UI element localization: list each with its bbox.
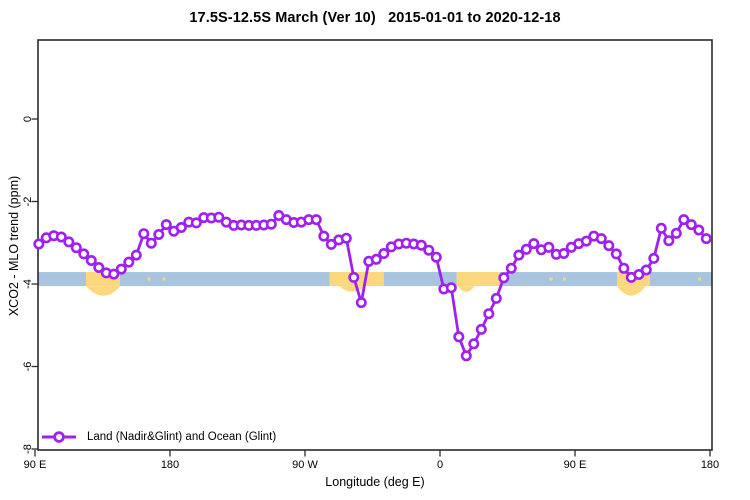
band-segment-blue: [383, 272, 457, 287]
data-point-marker: [370, 253, 382, 265]
data-point-marker: [663, 235, 675, 247]
band-bump: [339, 286, 365, 292]
x-tick-label: 90 W: [292, 459, 318, 471]
data-point-marker: [78, 248, 90, 260]
y-tick-label: -2: [22, 197, 34, 207]
y-tick-label: -6: [22, 362, 34, 372]
data-point-marker: [378, 248, 390, 260]
data-point-marker: [678, 214, 690, 226]
data-point-marker: [460, 350, 472, 362]
data-point-marker: [213, 211, 225, 223]
data-point-marker: [33, 238, 45, 250]
band-speck: [563, 277, 566, 281]
data-point-marker: [468, 338, 480, 350]
data-point-marker: [685, 219, 697, 231]
band-bump: [617, 286, 646, 296]
data-point-marker: [445, 282, 457, 294]
data-point-marker: [595, 233, 607, 245]
data-point-marker: [490, 292, 502, 304]
band-segment-yellow: [456, 272, 500, 287]
data-point-marker: [505, 262, 517, 274]
data-point-marker: [190, 217, 202, 229]
data-point-marker: [655, 222, 667, 234]
data-point-marker: [348, 271, 360, 283]
data-point-marker: [618, 262, 630, 274]
data-point-marker: [700, 233, 712, 245]
y-tick-label: 0: [22, 116, 34, 122]
chart-title: 17.5S-12.5S March (Ver 10) 2015-01-01 to…: [189, 10, 561, 26]
data-point-marker: [603, 240, 615, 252]
data-point-marker: [85, 254, 97, 266]
data-point-marker: [453, 331, 465, 343]
data-point-marker: [63, 236, 75, 248]
data-point-marker: [145, 237, 157, 249]
data-point-marker: [160, 219, 172, 231]
data-point-marker: [340, 232, 352, 244]
band-segment-blue: [500, 272, 617, 287]
legend-label: Land (Nadir&Glint) and Ocean (Glint): [87, 431, 277, 443]
data-point-marker: [415, 239, 427, 251]
x-tick-label: 0: [437, 459, 443, 471]
data-point-marker: [55, 231, 67, 243]
data-point-marker: [693, 224, 705, 236]
data-point-marker: [310, 214, 322, 226]
data-point-marker: [175, 222, 187, 234]
legend-marker-icon: [42, 431, 76, 443]
data-point-marker: [130, 249, 142, 261]
x-tick-label: 180: [701, 459, 719, 471]
y-tick-label: -8: [22, 444, 34, 454]
band-speck: [162, 277, 166, 281]
data-point-marker: [640, 264, 652, 276]
data-point-marker: [108, 268, 120, 280]
data-point-marker: [355, 297, 367, 309]
data-point-marker: [543, 241, 555, 253]
x-tick-label: 90 E: [24, 459, 47, 471]
data-point-marker: [138, 228, 150, 240]
data-point-marker: [528, 238, 540, 250]
y-tick-label: -4: [22, 279, 34, 289]
data-point-marker: [558, 248, 570, 260]
data-point-marker: [520, 243, 532, 255]
data-point-marker: [430, 251, 442, 263]
data-point-marker: [483, 308, 495, 320]
band-speck: [549, 277, 553, 281]
x-axis-label: Longitude (deg E): [325, 475, 425, 489]
data-point-marker: [648, 252, 660, 264]
band-bump: [458, 286, 475, 292]
data-point-marker: [475, 323, 487, 335]
data-point-marker: [70, 242, 82, 254]
data-point-marker: [498, 272, 510, 284]
data-point-marker: [633, 268, 645, 280]
band-segment-blue: [38, 272, 86, 287]
data-point-marker: [318, 230, 330, 242]
band-bump: [86, 286, 121, 296]
x-tick-label: 180: [161, 459, 179, 471]
data-point-marker: [423, 244, 435, 256]
data-point-marker: [153, 229, 165, 241]
data-point-marker: [610, 248, 622, 260]
band-speck: [147, 277, 151, 281]
data-point-marker: [580, 235, 592, 247]
data-point-marker: [265, 218, 277, 230]
data-point-marker: [513, 249, 525, 261]
data-point-marker: [123, 256, 135, 268]
band-segment-blue: [650, 272, 712, 287]
data-point-marker: [670, 227, 682, 239]
y-axis-label: XCO2 - MLO trend (ppm): [7, 175, 21, 317]
band-speck: [698, 277, 701, 281]
data-point-marker: [93, 261, 105, 273]
data-point-marker: [115, 263, 127, 275]
data-point-marker: [325, 238, 337, 250]
band-segment-blue: [119, 272, 330, 287]
legend: Land (Nadir&Glint) and Ocean (Glint): [40, 429, 276, 445]
x-tick-label: 90 E: [564, 459, 587, 471]
